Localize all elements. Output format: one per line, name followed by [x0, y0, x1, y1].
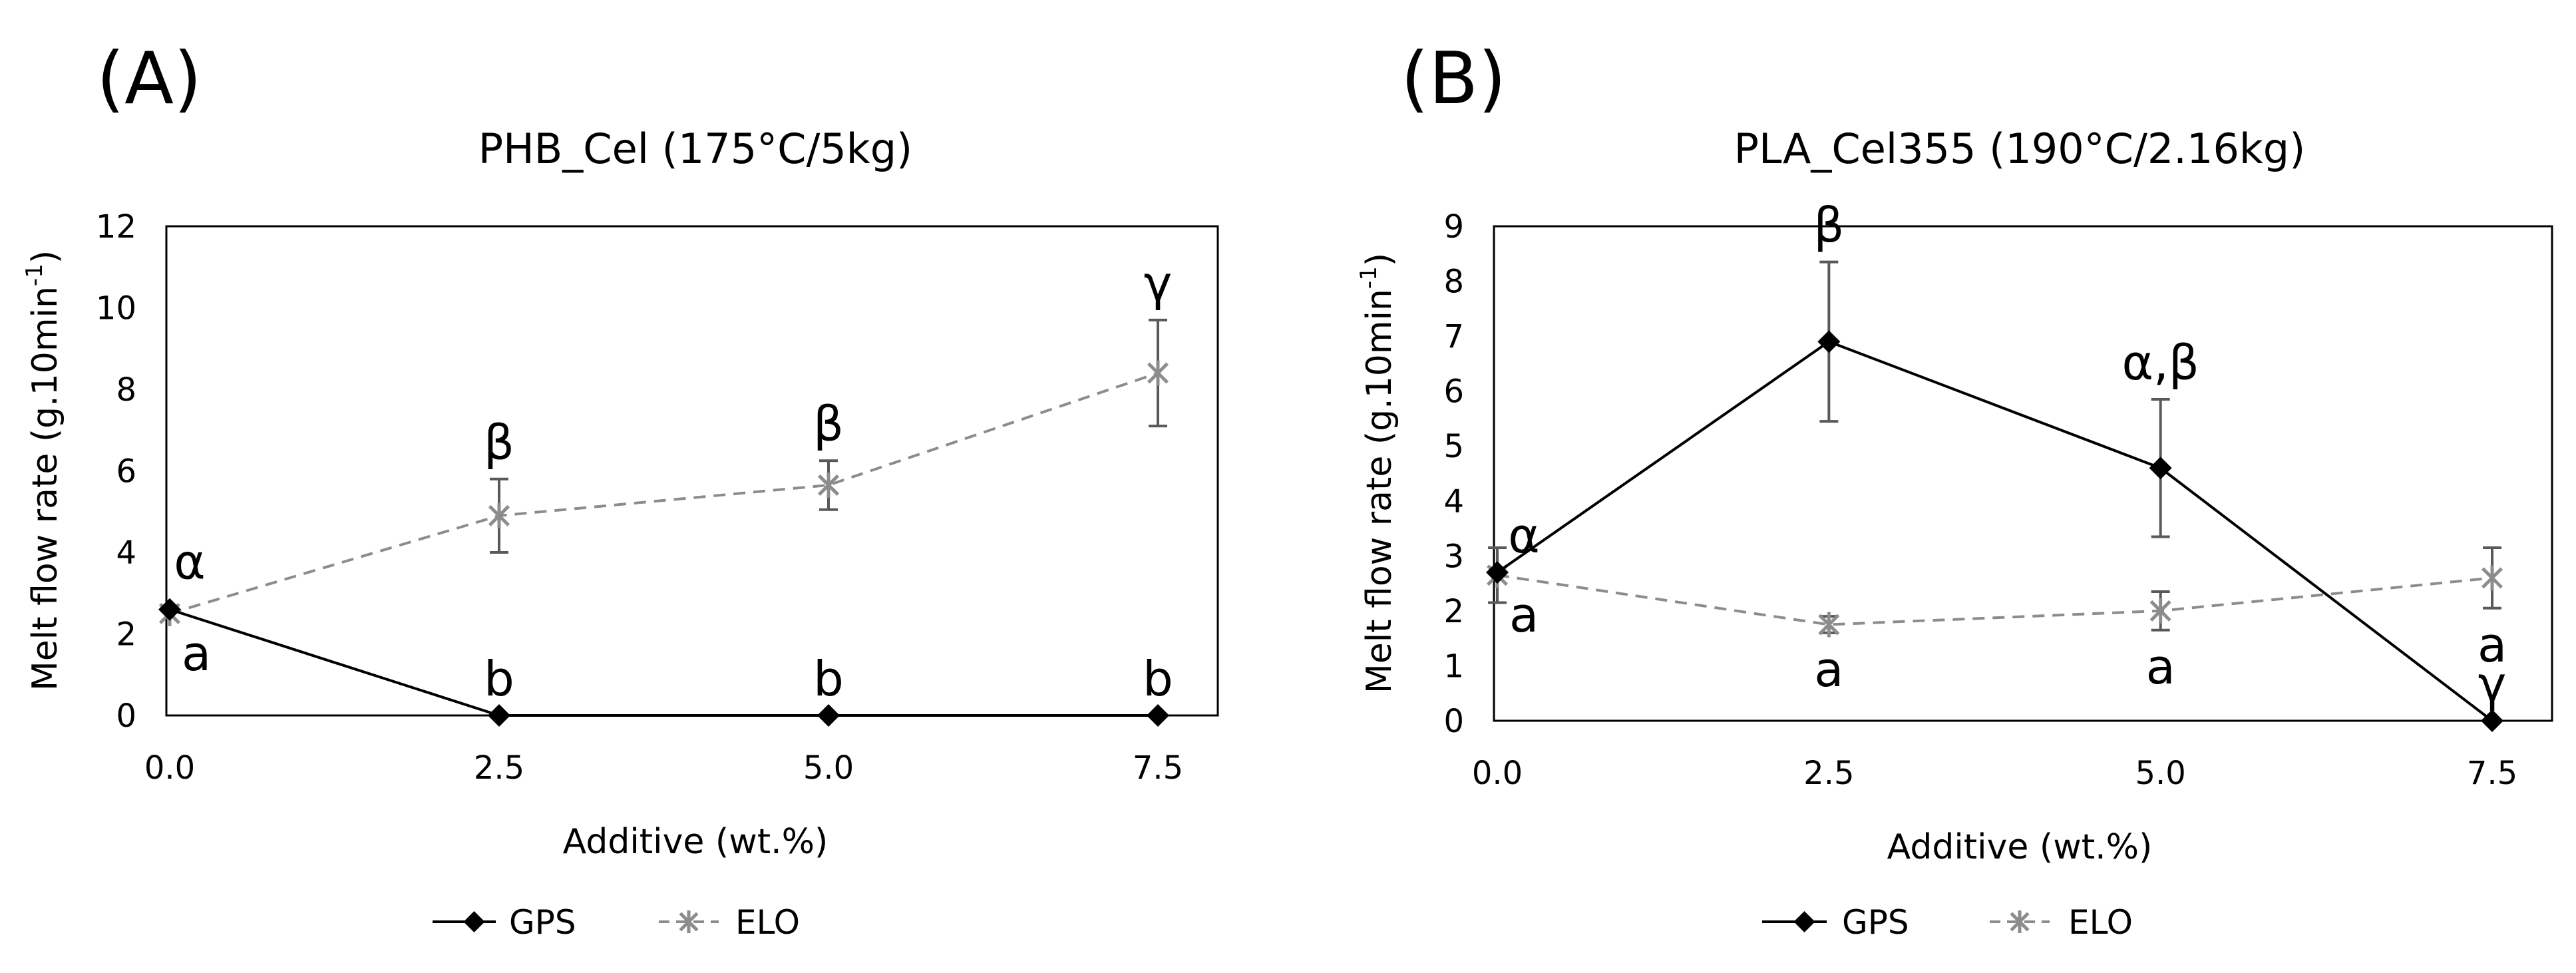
- data-point-elo: [2149, 598, 2171, 624]
- y-tick-label: 1: [1443, 648, 1464, 685]
- chart-panel-b: (B) PLA_Cel355 (190°C/2.16kg) 0 1 2 3 4 5 6 7 8 9 0.…: [1356, 37, 2553, 942]
- x-tick-label: 5.0: [803, 749, 854, 787]
- x-tick-label: 2.5: [1803, 755, 1854, 792]
- y-tick-label: 4: [1443, 483, 1464, 520]
- x-axis-title: Additive (wt.%): [1887, 827, 2153, 867]
- significance-label: b: [1143, 651, 1173, 707]
- significance-label: a: [182, 626, 211, 681]
- data-point-gps: [488, 704, 510, 727]
- significance-label: γ: [2478, 656, 2507, 712]
- y-axis-title-close: ): [1360, 253, 1399, 266]
- y-tick-label: 2: [116, 616, 136, 654]
- significance-label: α: [174, 534, 205, 590]
- significance-label: β: [813, 396, 844, 452]
- legend-marker-gps: [1793, 911, 1815, 932]
- y-tick-label: 9: [1443, 208, 1464, 246]
- significance-label: β: [484, 415, 514, 471]
- y-axis-title: Melt flow rate (g.10min-1): [1356, 253, 1399, 693]
- series-line-gps: [1496, 340, 2493, 722]
- plot-area-frame: [165, 225, 1219, 717]
- legend-marker-elo: [679, 910, 699, 933]
- significance-label: a: [1814, 642, 1843, 697]
- data-point-elo: [1818, 612, 1840, 638]
- y-tick-label: 0: [116, 697, 136, 735]
- y-tick-label: 3: [1443, 538, 1464, 575]
- x-tick-label: 7.5: [1133, 749, 1183, 787]
- data-point-gps: [1147, 704, 1169, 727]
- series-line-elo: [1497, 574, 2493, 626]
- data-point-gps: [2481, 709, 2503, 732]
- legend: GPS ELO: [1762, 903, 2133, 942]
- series-elo: [158, 318, 1169, 626]
- x-tick-label: 2.5: [474, 749, 524, 787]
- x-tick-label: 0.0: [144, 749, 195, 787]
- y-tick-label: 2: [1443, 593, 1464, 630]
- data-point-gps: [1817, 330, 1841, 353]
- y-axis-title-main: Melt flow rate (g.10min: [25, 286, 65, 691]
- y-tick-label: 6: [116, 453, 136, 490]
- data-point-elo: [1147, 360, 1169, 386]
- significance-label: β: [1813, 198, 1844, 254]
- y-tick-label: 8: [1443, 264, 1464, 301]
- legend-label-elo: ELO: [735, 903, 800, 942]
- data-point-gps: [1486, 561, 1509, 584]
- y-tick-label: 8: [116, 371, 136, 409]
- significance-label: b: [484, 651, 514, 707]
- legend: GPS ELO: [433, 903, 800, 942]
- legend-label-elo: ELO: [2068, 903, 2133, 942]
- y-tick-label: 0: [1443, 703, 1464, 740]
- significance-label: γ: [1144, 256, 1173, 311]
- panel-label: (B): [1401, 37, 1506, 120]
- y-axis-title-main: Melt flow rate (g.10min: [1360, 289, 1399, 693]
- significance-label: a: [1509, 587, 1539, 643]
- significance-label: a: [2146, 639, 2175, 695]
- series-gps: [158, 598, 1169, 727]
- y-axis-title: Melt flow rate (g.10min-1): [21, 250, 65, 691]
- data-point-elo: [488, 502, 510, 528]
- chart-panel-a: (A) PHB_Cel (175°C/5kg) 0 2 4 6 8 10 12 0.0 2.5 5.0…: [21, 37, 1219, 942]
- series-gps: [1486, 260, 2503, 732]
- significance-label: a: [2478, 617, 2507, 673]
- y-axis-title-close: ): [25, 250, 65, 264]
- y-tick-label: 10: [96, 290, 136, 327]
- y-tick-label: 6: [1443, 373, 1464, 411]
- significance-label: b: [813, 651, 844, 707]
- significance-label: α: [1508, 508, 1539, 564]
- data-point-gps: [2149, 457, 2172, 480]
- panel-label: (A): [96, 37, 202, 120]
- y-axis-title-superscript: -1: [1356, 266, 1382, 289]
- data-point-gps: [817, 704, 840, 727]
- y-tick-label: 5: [1443, 428, 1464, 465]
- data-point-elo: [817, 472, 840, 498]
- x-axis-title: Additive (wt.%): [563, 822, 828, 862]
- chart-title: PLA_Cel355 (190°C/2.16kg): [1734, 124, 2306, 173]
- x-tick-label: 5.0: [2135, 755, 2185, 792]
- x-tick-label: 7.5: [2467, 755, 2517, 792]
- legend-marker-gps: [463, 911, 485, 932]
- legend-label-gps: GPS: [509, 903, 576, 942]
- series-line-elo: [169, 371, 1159, 615]
- series-elo: [1486, 546, 2503, 638]
- data-point-gps: [158, 598, 181, 621]
- significance-label: α,β: [2122, 335, 2199, 391]
- chart-title: PHB_Cel (175°C/5kg): [478, 124, 913, 173]
- series-line-gps: [169, 608, 1158, 717]
- y-tick-label: 4: [116, 534, 136, 572]
- plot-area-frame: [1493, 225, 2553, 722]
- y-tick-label: 7: [1443, 318, 1464, 355]
- x-tick-label: 0.0: [1472, 755, 1523, 792]
- legend-marker-elo: [2010, 910, 2030, 933]
- legend-label-gps: GPS: [1842, 903, 1909, 942]
- y-axis-title-superscript: -1: [21, 264, 48, 286]
- data-point-elo: [2481, 565, 2503, 591]
- y-tick-label: 12: [96, 208, 136, 246]
